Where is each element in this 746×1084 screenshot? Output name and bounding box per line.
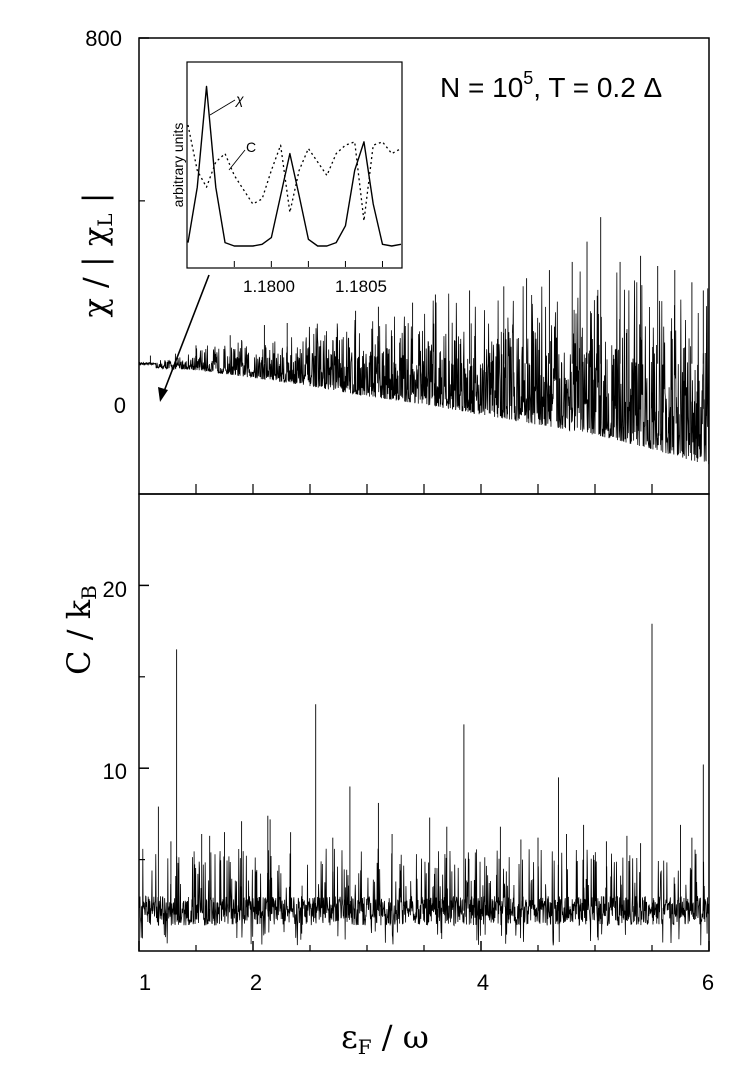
chi-trace: [138, 271, 710, 465]
susceptibility-series: [138, 217, 710, 465]
susceptibility-axes: [139, 37, 653, 494]
x-axis-title: εF / ω: [341, 1018, 429, 1059]
heat-capacity-trace: [138, 848, 710, 946]
inset-chi-label: χ: [234, 91, 244, 107]
inset-c-curve: [187, 124, 402, 222]
heat-capacity-panel: 20 10 C / kB 1 2 4 6 εF / ω: [60, 493, 714, 1059]
inset-x-tick-label-1: 1.1800: [243, 277, 295, 296]
y-tick-label-0: 0: [114, 393, 126, 418]
inset-chart: 1.1800 1.1805 arbitrary units χ C: [170, 61, 403, 296]
inset-c-leader: [228, 149, 246, 171]
parameters-rest: , T = 0.2 Δ: [533, 72, 662, 103]
parameters-main: N = 10: [440, 72, 523, 103]
parameters-exponent: 5: [523, 68, 533, 88]
x-axis-title-main: ε: [341, 1018, 358, 1056]
inset-ticks: [233, 261, 383, 267]
y-tick-label-10: 10: [103, 759, 127, 784]
x-tick-label-4: 4: [477, 970, 489, 995]
heat-capacity-y-axis-title: C / kB: [60, 585, 101, 675]
inset-series: [187, 85, 402, 247]
inset-y-axis-label: arbitrary units: [170, 123, 186, 208]
c-axis-title-subscript: B: [77, 585, 101, 600]
inset-x-tick-label-2: 1.1805: [335, 277, 387, 296]
inset-chi-leader: [209, 99, 236, 116]
y-tick-label-20: 20: [103, 577, 127, 602]
c-axis-title-main: C / k: [60, 599, 98, 675]
x-tick-label-2: 2: [250, 970, 262, 995]
inset-c-label: C: [246, 139, 256, 155]
x-tick-label-1: 1: [139, 970, 151, 995]
y-axis-title-main: χ / | χ: [76, 227, 114, 318]
inset-pointer-arrow: [158, 274, 210, 402]
y-axis-title-end: |: [76, 192, 114, 213]
inset-frame: [186, 61, 403, 269]
susceptibility-y-axis-title: χ / | χL |: [76, 192, 117, 317]
y-tick-label-800: 800: [85, 26, 122, 51]
x-axis-title-subscript: F: [358, 1035, 372, 1059]
x-axis-title-end: / ω: [372, 1018, 429, 1056]
x-tick-label-6: 6: [702, 970, 714, 995]
y-axis-title-subscript: L: [93, 213, 117, 226]
inset-chi-curve: [187, 85, 402, 247]
parameters-annotation: N = 105, T = 0.2 Δ: [440, 68, 662, 103]
heat-capacity-axes: [138, 584, 710, 951]
susceptibility-panel: 800 0 χ / | χL | N = 105, T = 0.2 Δ 1.18…: [76, 26, 710, 495]
heat-capacity-series: [138, 623, 710, 946]
